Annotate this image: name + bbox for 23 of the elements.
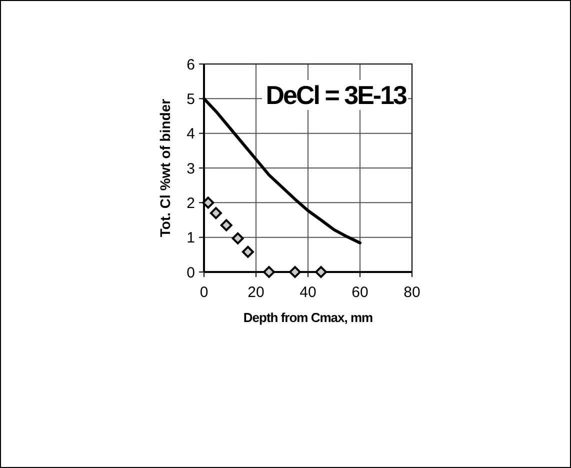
x-tick-label: 20: [248, 284, 264, 301]
y-tick-label: 1: [186, 230, 195, 247]
annotation: DeCl = 3E-13: [266, 80, 408, 110]
point: [263, 266, 275, 278]
x-tick-label: 60: [352, 284, 368, 301]
y-axis-title: Tot. Cl %wt of binder: [157, 98, 173, 238]
x-tick-label: 40: [300, 284, 316, 301]
point: [202, 196, 214, 209]
y-tick-label: 6: [186, 56, 195, 74]
point: [315, 266, 327, 278]
point: [289, 266, 301, 278]
point: [242, 246, 254, 258]
y-tick-label: 3: [186, 160, 195, 178]
point: [210, 207, 222, 220]
y-tick-label: 2: [186, 194, 195, 212]
point: [220, 219, 232, 232]
x-axis-title: Depth from Cmax, mm: [243, 310, 373, 325]
point: [232, 232, 244, 244]
y-tick-label: 0: [186, 264, 195, 282]
y-tick-label: 4: [186, 126, 195, 143]
x-tick-label: 80: [404, 284, 420, 301]
x-tick-label: 0: [200, 284, 208, 301]
y-tick-label: 5: [186, 90, 195, 108]
